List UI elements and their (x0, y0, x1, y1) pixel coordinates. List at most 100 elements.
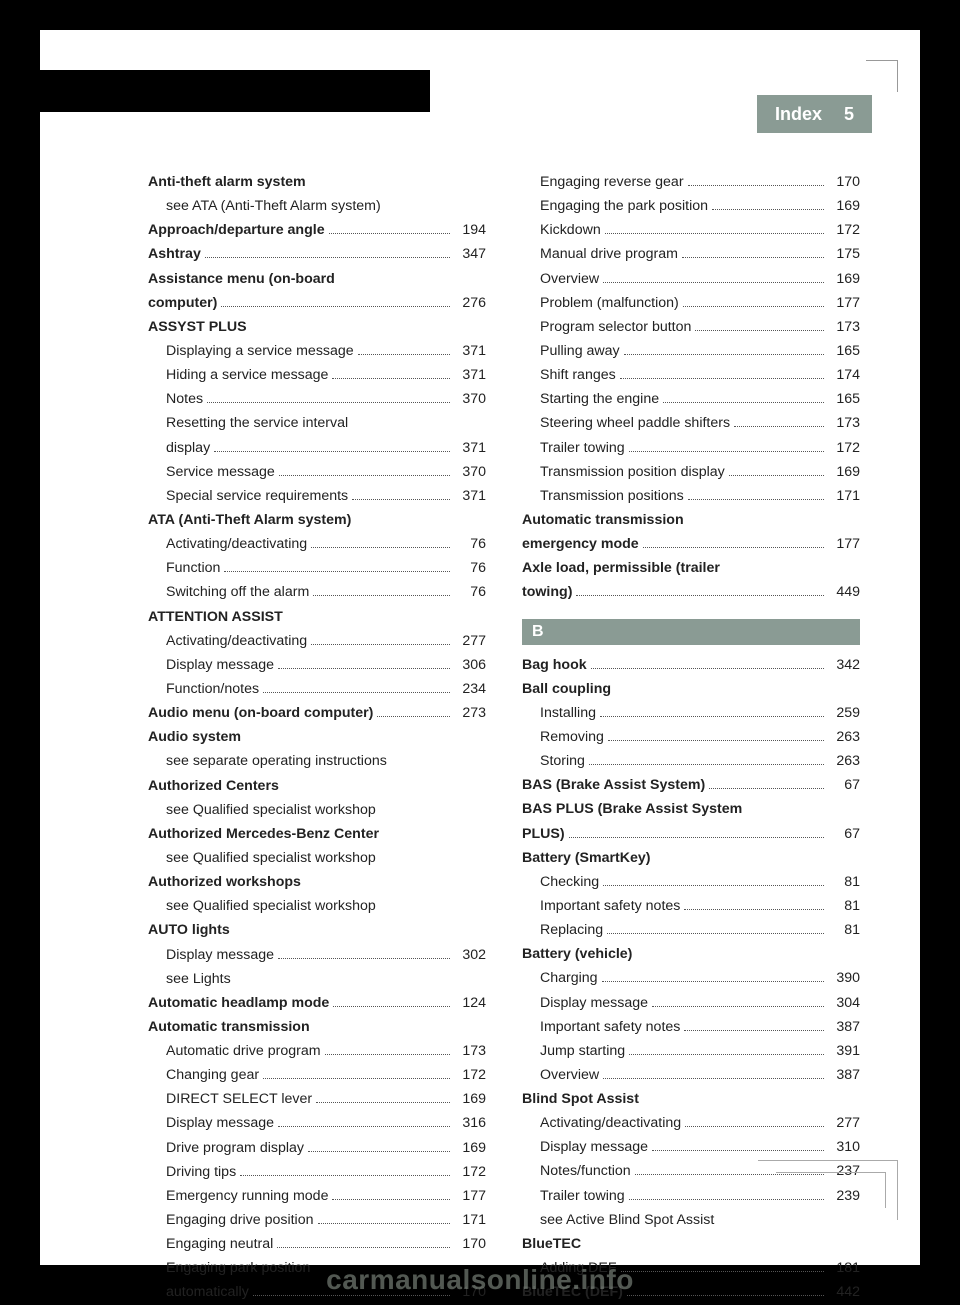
index-entry: Audio system (148, 725, 486, 749)
index-entry-label: Checking (540, 870, 599, 894)
index-entry: Anti-theft alarm system (148, 170, 486, 194)
index-entry-label: BAS (Brake Assist System) (522, 773, 705, 797)
index-entry-page: 302 (454, 943, 486, 967)
index-entry-label: Displaying a service message (166, 339, 354, 363)
index-entry: ATTENTION ASSIST (148, 605, 486, 629)
index-entry: Engaging drive position171 (148, 1208, 486, 1232)
index-entry-page: 177 (828, 532, 860, 556)
index-entry-label: Function/notes (166, 677, 259, 701)
index-entry-label: Drive program display (166, 1136, 304, 1160)
index-entry: Automatic transmission (522, 508, 860, 532)
index-entry-label: Problem (malfunction) (540, 291, 679, 315)
index-entry-label: Charging (540, 966, 598, 990)
index-entry-label: Storing (540, 749, 585, 773)
leader-dots (224, 562, 450, 572)
index-entry-page: 371 (454, 363, 486, 387)
index-entry-page: 177 (454, 1184, 486, 1208)
index-entry: Activating/deactivating277 (148, 629, 486, 653)
index-entry-label: Display message (166, 943, 274, 967)
index-entry-label: ATTENTION ASSIST (148, 605, 283, 629)
index-entry-page: 165 (828, 387, 860, 411)
index-entry: see Qualified specialist workshop (148, 894, 486, 918)
index-entry-page: 387 (828, 1015, 860, 1039)
index-entry-label: Service message (166, 460, 275, 484)
index-entry-page: 81 (828, 918, 860, 942)
index-entry-label: Overview (540, 267, 599, 291)
leader-dots (311, 635, 450, 645)
index-entry: Display message306 (148, 653, 486, 677)
leader-dots (620, 369, 824, 379)
index-entry: BlueTEC (DEF)442 (522, 1280, 860, 1304)
index-entry-label: Authorized workshops (148, 870, 301, 894)
index-entry: see ATA (Anti-Theft Alarm system) (148, 194, 486, 218)
index-entry: Important safety notes387 (522, 1015, 860, 1039)
index-entry: Steering wheel paddle shifters173 (522, 411, 860, 435)
index-entry: DIRECT SELECT lever169 (148, 1087, 486, 1111)
leader-dots (712, 200, 824, 210)
index-entry: Replacing81 (522, 918, 860, 942)
index-entry-label: Activating/deactivating (540, 1111, 681, 1135)
index-entry-label: see Qualified specialist workshop (166, 846, 376, 870)
index-entry-label: BlueTEC (522, 1232, 581, 1256)
index-entry-label: Function (166, 556, 220, 580)
index-entry-label: BAS PLUS (Brake Assist System (522, 797, 742, 821)
index-entry: see Qualified specialist workshop (148, 798, 486, 822)
index-entry: Displaying a service message371 (148, 339, 486, 363)
index-entry-page: 310 (828, 1135, 860, 1159)
index-entry-label: DIRECT SELECT lever (166, 1087, 312, 1111)
index-entry: Assistance menu (on-board (148, 267, 486, 291)
index-entry: Resetting the service interval (148, 411, 486, 435)
index-entry-label: AUTO lights (148, 918, 230, 942)
leader-dots (329, 224, 450, 234)
leader-dots (663, 393, 824, 403)
index-entry-page: 370 (454, 387, 486, 411)
leader-dots (263, 683, 450, 693)
leader-dots (316, 1093, 450, 1103)
index-entry: automatically170 (148, 1280, 486, 1304)
leader-dots (688, 176, 824, 186)
index-entry-page: 173 (454, 1039, 486, 1063)
index-entry-page: 449 (828, 580, 860, 604)
index-entry: Overview387 (522, 1063, 860, 1087)
index-entry: ATA (Anti-Theft Alarm system) (148, 508, 486, 532)
leader-dots (221, 297, 450, 307)
index-entry-page: 259 (828, 701, 860, 725)
leader-dots (569, 828, 824, 838)
leader-dots (591, 659, 824, 669)
index-right-column: Engaging reverse gear170Engaging the par… (522, 170, 860, 1235)
leader-dots (684, 1021, 824, 1031)
index-entry-label: computer) (148, 291, 217, 315)
index-entry: Storing263 (522, 749, 860, 773)
leader-dots (624, 345, 824, 355)
index-entry-label: Resetting the service interval (166, 411, 348, 435)
index-entry-label: Bag hook (522, 653, 587, 677)
index-entry-label: see separate operating instructions (166, 749, 387, 773)
index-entry: Starting the engine165 (522, 387, 860, 411)
index-entry-label: Installing (540, 701, 596, 725)
index-title: Index (775, 104, 822, 125)
index-entry-label: Kickdown (540, 218, 601, 242)
index-entry-label: see Active Blind Spot Assist (540, 1208, 714, 1232)
index-entry: see separate operating instructions (148, 749, 486, 773)
index-entry: Automatic drive program173 (148, 1039, 486, 1063)
index-entry-label: Authorized Mercedes-Benz Center (148, 822, 379, 846)
index-entry-page: 170 (828, 170, 860, 194)
index-entry-label: Audio menu (on-board computer) (148, 701, 373, 725)
index-entry-label: Adding DEF (540, 1256, 617, 1280)
leader-dots (621, 1262, 825, 1272)
leader-dots (685, 1117, 824, 1127)
index-entry: Problem (malfunction)177 (522, 291, 860, 315)
index-entry-page: 273 (454, 701, 486, 725)
index-entry-page: 170 (454, 1280, 486, 1304)
index-entry-label: Transmission positions (540, 484, 684, 508)
leader-dots (643, 538, 824, 548)
index-entry-page: 347 (454, 242, 486, 266)
index-entry-page: 175 (828, 242, 860, 266)
index-entry-label: Notes/function (540, 1159, 631, 1183)
index-entry-label: Automatic headlamp mode (148, 991, 329, 1015)
index-entry: Display message316 (148, 1111, 486, 1135)
index-entry: Drive program display169 (148, 1136, 486, 1160)
leader-dots (576, 586, 824, 596)
index-entry: Function76 (148, 556, 486, 580)
index-entry: Battery (SmartKey) (522, 846, 860, 870)
